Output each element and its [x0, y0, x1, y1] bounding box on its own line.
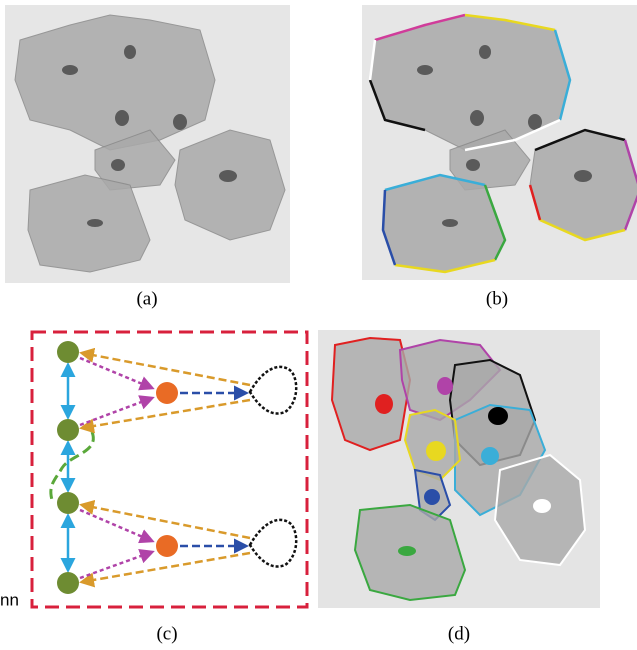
- diagram-c: [32, 332, 307, 607]
- corner-text: nn: [0, 590, 19, 609]
- figure: (a) (b): [0, 0, 637, 650]
- caption: (c): [156, 623, 177, 644]
- caption: (b): [486, 288, 508, 309]
- caption: (d): [448, 623, 470, 644]
- caption: (a): [136, 288, 157, 309]
